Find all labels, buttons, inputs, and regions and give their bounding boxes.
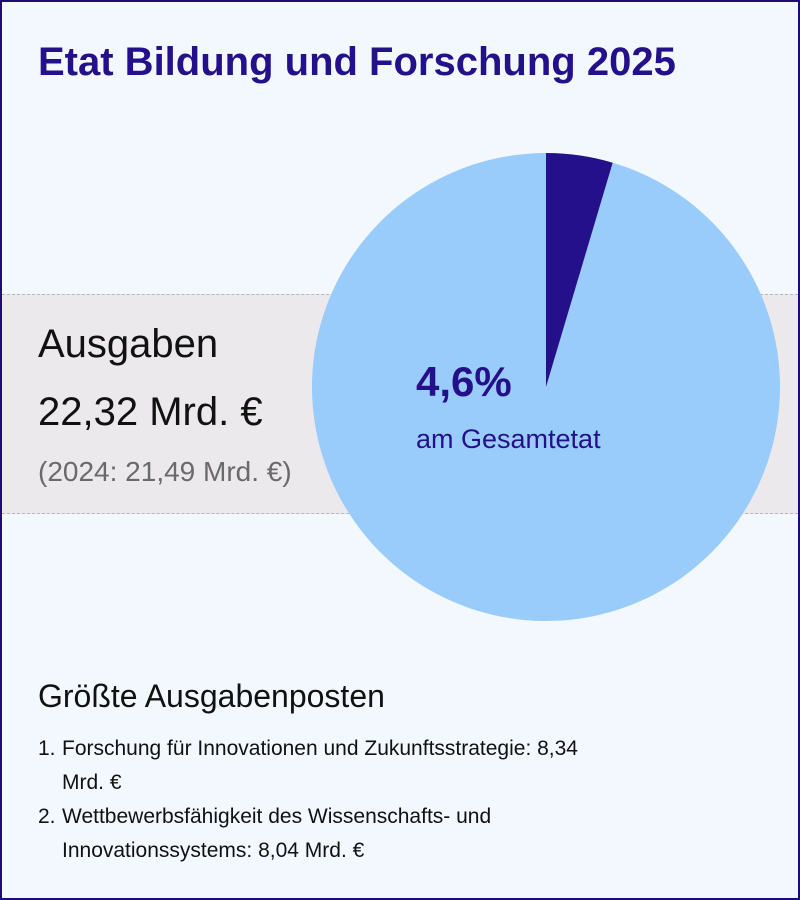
pie-slice-0 [546,153,613,387]
pie-center-value: 4,6% [416,358,512,405]
top-items-heading: Größte Ausgabenposten [38,678,385,714]
list-item: 1. Forschung für Innovationen und Zukunf… [38,732,582,800]
expenses-label: Ausgaben [38,322,219,366]
top-items-list: 1. Forschung für Innovationen und Zukunf… [38,732,582,868]
pie-center-label: am Gesamtetat [416,424,601,454]
expenses-previous-year: (2024: 21,49 Mrd. €) [38,456,292,487]
expenses-value: 22,32 Mrd. € [38,390,263,434]
list-item-text: Forschung für Innovationen und Zukunftss… [62,737,578,794]
list-item: 2. Wettbewerbsfähigkeit des Wissenschaft… [38,800,582,868]
pie-slice-1 [312,153,781,621]
page-title: Etat Bildung und Forschung 2025 [38,40,676,84]
list-item-number: 1. [38,737,56,760]
list-item-text: Wettbewerbsfähigkeit des Wissenschafts- … [62,805,492,862]
list-item-number: 2. [38,805,56,828]
